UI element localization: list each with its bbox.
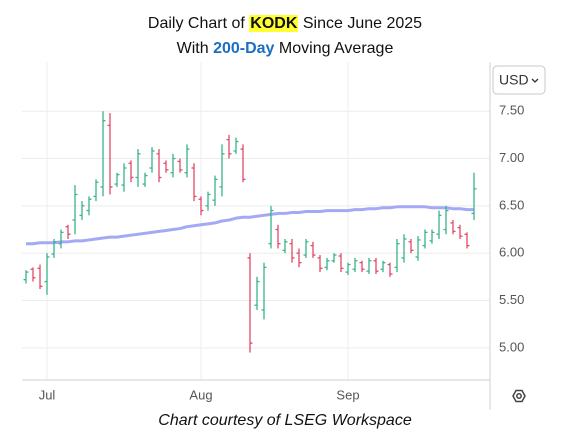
subtitle-suffix: Moving Average xyxy=(278,40,394,57)
x-tick-label: Sep xyxy=(336,387,359,402)
settings-dot[interactable] xyxy=(516,393,522,399)
currency-label[interactable]: USD xyxy=(499,72,529,88)
settings-hexagon[interactable] xyxy=(512,389,526,403)
y-tick-label: 7.00 xyxy=(499,150,524,165)
chart-title: Daily Chart of KODK Since June 2025 xyxy=(0,15,570,33)
y-tick-label: 6.50 xyxy=(499,197,524,212)
chevron[interactable] xyxy=(531,78,539,83)
y-tick-label: 5.00 xyxy=(499,339,524,354)
subtitle-highlight: 200-Day xyxy=(213,40,275,57)
settings-icon[interactable] xyxy=(512,389,526,403)
currency-button[interactable]: USD xyxy=(492,65,546,95)
footer: Chart courtesy of LSEG Workspace xyxy=(158,412,412,429)
subtitle-prefix: With xyxy=(176,40,209,57)
grid xyxy=(22,62,490,380)
y-tick-label: 5.50 xyxy=(499,292,524,307)
title-suffix: Since June 2025 xyxy=(302,15,423,32)
chart-subtitle: With 200-Day Moving Average xyxy=(0,40,570,58)
moving-average-line xyxy=(26,205,474,246)
y-tick-label: 7.50 xyxy=(499,103,524,118)
x-tick-label: Aug xyxy=(189,387,212,402)
button-frame[interactable] xyxy=(492,65,546,95)
title-prefix: Daily Chart of xyxy=(147,15,245,32)
x-tick-label: Jul xyxy=(39,387,56,402)
y-tick-label: 6.00 xyxy=(499,245,524,260)
title-ticker: KODK xyxy=(249,15,299,32)
